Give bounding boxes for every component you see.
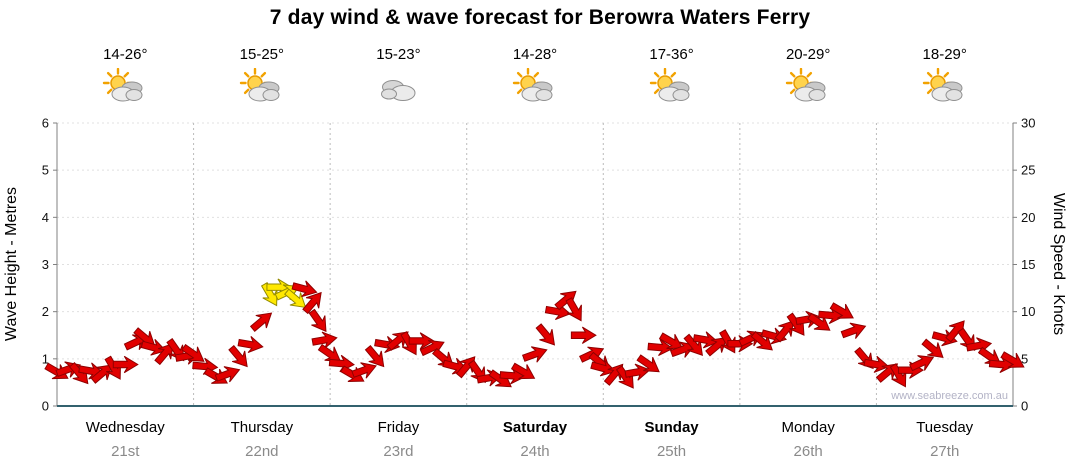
wind-arrow — [624, 363, 651, 381]
wind-arrow — [291, 280, 318, 298]
wind-arrow — [311, 331, 338, 349]
day-date-label: 27th — [930, 443, 960, 460]
wind-arrow — [408, 332, 435, 350]
day-date-label: 23rd — [383, 443, 414, 460]
wind-arrow — [889, 363, 907, 388]
right-axis-tick-label: 10 — [1021, 304, 1035, 319]
wind-arrow — [181, 343, 205, 362]
day-name-label: Thursday — [230, 419, 294, 436]
sun-cloud-icon — [649, 68, 690, 102]
right-axis-tick-label: 0 — [1021, 399, 1028, 414]
wind-arrow — [228, 344, 248, 368]
wind-arrow — [112, 355, 139, 374]
wind-arrow-strong — [260, 282, 278, 307]
left-axis-tick-label: 2 — [42, 304, 49, 319]
day-temperature: 15-25° — [239, 46, 285, 63]
wind-arrow — [965, 337, 993, 355]
right-axis-tick-label: 25 — [1021, 163, 1035, 178]
sun-cloud-icon — [239, 68, 280, 102]
wind-arrow — [683, 333, 703, 356]
cloud-icon — [381, 80, 416, 101]
day-name-label: Monday — [781, 419, 835, 436]
right-axis-tick-label: 20 — [1021, 210, 1035, 225]
chart-title: 7 day wind & wave forecast for Berowra W… — [269, 6, 811, 29]
day-temperature: 17-36° — [649, 46, 694, 63]
wind-arrow — [214, 366, 241, 383]
wind-arrow — [249, 312, 273, 332]
day-name-label: Wednesday — [85, 419, 165, 436]
sun-cloud-icon — [512, 68, 553, 102]
day-date-label: 25th — [656, 443, 687, 460]
wind-arrow — [521, 346, 548, 363]
wind-arrow — [636, 354, 660, 373]
wind-arrow — [921, 338, 944, 359]
right-axis-tick-label: 5 — [1021, 351, 1028, 366]
wind-arrow-strong — [284, 288, 307, 309]
day-date-label: 26th — [793, 443, 823, 460]
day-name-label: Saturday — [502, 419, 568, 436]
day-temperature: 14-26° — [103, 46, 148, 63]
wind-arrow — [419, 340, 445, 357]
right-axis-tick-label: 15 — [1021, 257, 1035, 272]
left-axis-tick-label: 5 — [42, 163, 49, 178]
wind-arrow — [807, 312, 831, 331]
wind-arrow — [1000, 351, 1025, 368]
sun-cloud-icon — [785, 68, 826, 102]
wind-arrow — [510, 362, 536, 380]
wind-arrow — [863, 355, 890, 373]
day-date-label: 21st — [111, 443, 140, 460]
left-axis-tick-label: 6 — [42, 116, 49, 131]
wind-arrow — [988, 355, 1016, 374]
day-temperature: 15-23° — [376, 46, 421, 63]
wind-arrow — [154, 342, 174, 366]
wind-arrow — [308, 308, 327, 333]
left-axis-tick-label: 3 — [42, 257, 49, 272]
day-temperature: 14-28° — [512, 46, 558, 63]
day-name-label: Sunday — [644, 419, 699, 436]
wind-arrow — [658, 332, 684, 349]
wind-arrow — [499, 367, 526, 385]
wind-arrow — [535, 323, 556, 346]
day-temperature: 20-29° — [785, 46, 831, 63]
left-axis-tick-label: 1 — [42, 351, 49, 366]
wind-arrow — [692, 331, 719, 349]
wind-arrow — [237, 336, 264, 354]
day-temperature: 18-29° — [922, 46, 967, 63]
watermark: www.seabreeze.com.au — [890, 390, 1008, 402]
wind-arrow — [351, 362, 377, 379]
sun-cloud-icon — [103, 68, 143, 102]
wind-arrow — [840, 322, 867, 339]
day-date-label: 24th — [520, 443, 550, 460]
wind-arrow — [140, 338, 167, 356]
wind-arrow — [570, 326, 597, 344]
wind-arrow — [647, 338, 674, 357]
left-axis-tick-label: 4 — [42, 210, 49, 225]
wind-arrow — [590, 359, 617, 377]
wind-arrow — [818, 306, 845, 324]
wind-arrow — [364, 344, 385, 368]
wind-arrow — [302, 291, 322, 315]
sun-cloud-icon — [922, 68, 963, 102]
wind-arrow — [909, 355, 935, 372]
left-axis-tick-label: 0 — [42, 399, 49, 414]
wind-arrow — [829, 302, 854, 319]
wind-arrow — [565, 297, 582, 322]
day-date-label: 22nd — [245, 443, 279, 460]
day-name-label: Tuesday — [916, 419, 974, 436]
right-axis-tick-label: 30 — [1021, 116, 1035, 131]
day-name-label: Friday — [377, 419, 420, 436]
